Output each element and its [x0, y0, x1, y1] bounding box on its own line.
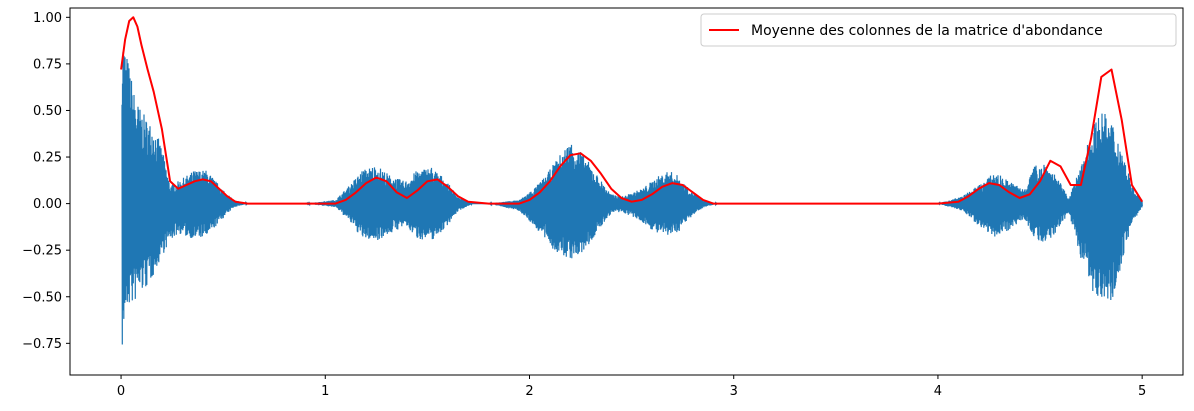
x-tick-label: 4: [934, 384, 942, 399]
y-tick-label: −0.75: [22, 337, 62, 352]
x-tick-label: 1: [321, 384, 329, 399]
y-tick-label: −0.25: [22, 244, 62, 259]
x-tick-label: 3: [730, 384, 738, 399]
y-tick-label: 1.00: [33, 11, 62, 26]
y-tick-label: 0.75: [33, 57, 62, 72]
x-tick-label: 2: [525, 384, 533, 399]
legend-box: [700, 13, 1177, 47]
mean-series-line: [120, 16, 1144, 205]
legend: Moyenne des colonnes de la matrice d'abo…: [700, 13, 1177, 47]
x-tick-label: 5: [1138, 384, 1146, 399]
legend-label-mean: Moyenne des colonnes de la matrice d'abo…: [751, 23, 1103, 39]
y-tick-label: 0.00: [33, 197, 62, 212]
axes: 0 1 2 3 4 5 −0.75 −0.50 −0.25 0.00 0.25 0.50 0.75 1.0…: [22, 7, 1184, 399]
x-tick-label: 0: [117, 384, 125, 399]
plot-area: [120, 16, 1144, 345]
y-tick-label: −0.50: [22, 290, 62, 305]
signal-series-line: [121, 51, 1143, 345]
y-tick-label: 0.50: [33, 104, 62, 119]
y-tick-label: 0.25: [33, 151, 62, 166]
plot-frame: [69, 7, 1184, 376]
